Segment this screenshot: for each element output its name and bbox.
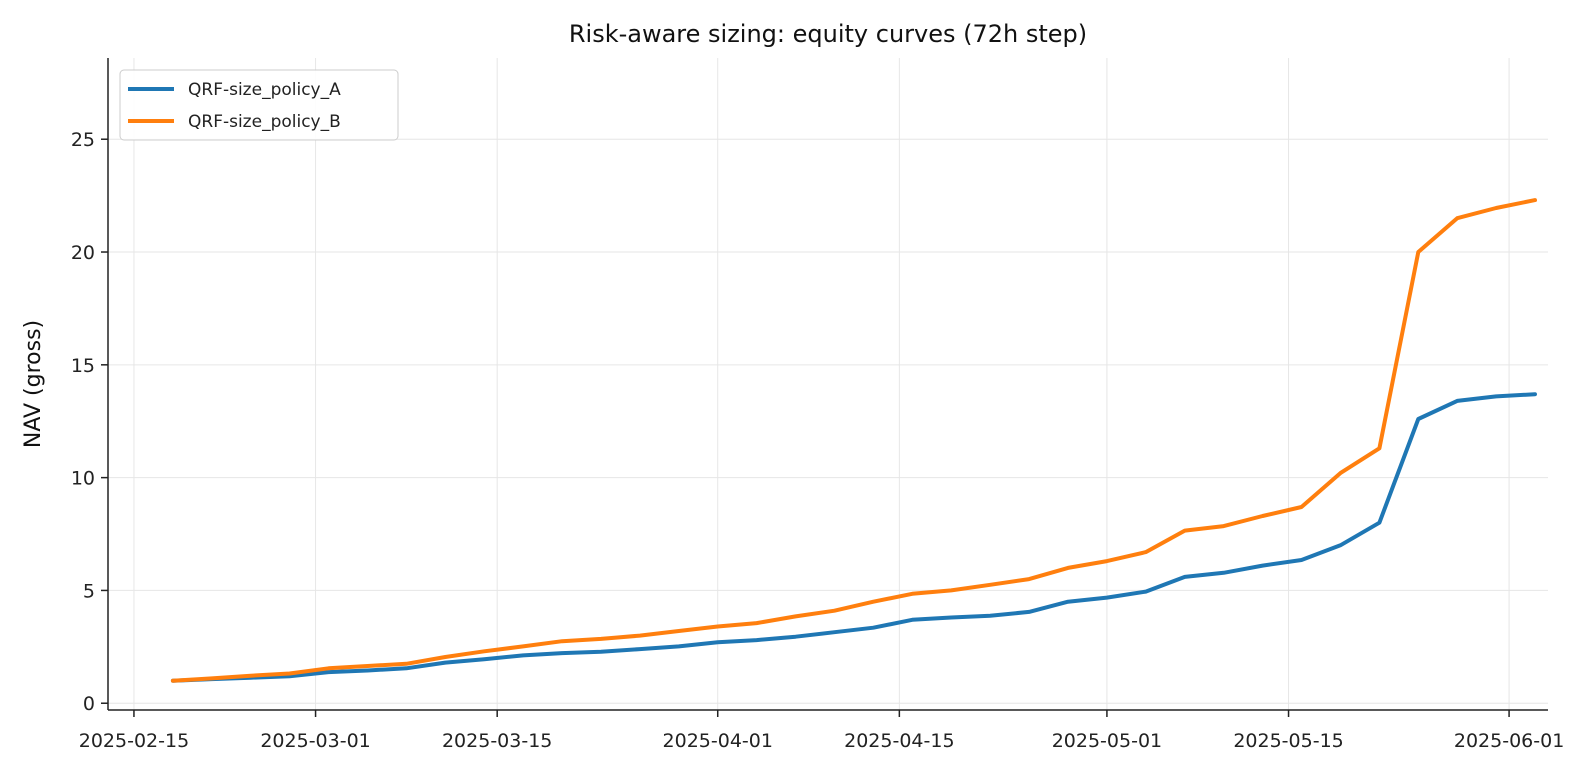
y-tick-label: 5: [83, 580, 95, 602]
series-line: [170, 392, 1537, 683]
y-tick-label: 0: [83, 693, 95, 715]
y-tick-label: 10: [71, 468, 95, 490]
y-tick-label: 25: [71, 129, 95, 151]
y-tick-label: 20: [71, 242, 95, 264]
x-tick-label: 2025-05-15: [1233, 730, 1343, 752]
y-axis-label: NAV (gross): [21, 320, 46, 448]
x-tick-label: 2025-03-01: [260, 730, 370, 752]
x-tick-label: 2025-05-01: [1052, 730, 1162, 752]
legend-label: QRF-size_policy_A: [188, 80, 341, 100]
grid-lines: [108, 58, 1548, 710]
series-lines: [170, 198, 1537, 683]
axes: [107, 58, 1548, 711]
legend: QRF-size_policy_A QRF-size_policy_B: [119, 69, 399, 141]
x-tick-label: 2025-04-15: [844, 730, 954, 752]
legend-label: QRF-size_policy_B: [188, 112, 341, 132]
series-line: [170, 198, 1537, 683]
x-tick-label: 2025-04-01: [663, 730, 773, 752]
y-tick-label: 15: [71, 355, 95, 377]
ticks: 2025-02-15 2025-03-01 2025-03-15 2025-04-01…: [71, 129, 1564, 752]
x-tick-label: 2025-03-15: [442, 730, 552, 752]
x-tick-label: 2025-02-15: [79, 730, 189, 752]
chart-title: Risk-aware sizing: equity curves (72h st…: [569, 20, 1087, 48]
legend-box: [119, 69, 399, 141]
x-tick-label: 2025-06-01: [1454, 730, 1564, 752]
